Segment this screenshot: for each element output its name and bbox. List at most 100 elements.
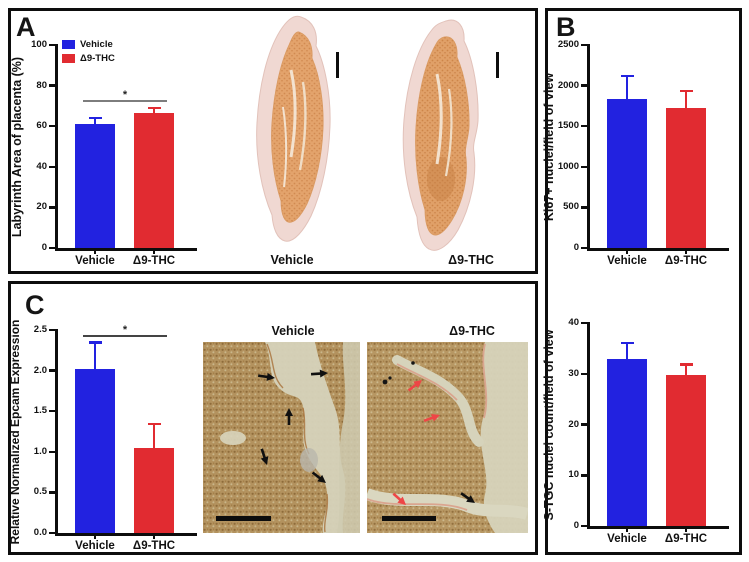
placenta-thc-label: Δ9-THC <box>448 253 494 267</box>
y-tick-mark <box>49 43 55 47</box>
ki67-nuclei-x-axis <box>587 247 729 251</box>
y-tick-label: 80 <box>36 79 47 91</box>
error-bar-cap <box>147 422 161 426</box>
scale-bar <box>382 516 436 521</box>
x-tick-mark <box>93 250 97 254</box>
y-tick-mark <box>49 491 55 494</box>
error-bar-cap <box>620 74 634 78</box>
legend-label: Vehicle <box>80 39 113 50</box>
error-bar-cap <box>88 116 102 120</box>
stgc-bar-chart: S-TGC nuclei count/field of view 0 10 20 30 4… <box>542 317 729 545</box>
x-category-label: Δ9-THC <box>664 533 708 545</box>
bar-Δ9-THC <box>134 447 174 533</box>
significance-star: * <box>122 323 128 336</box>
error-bar-cap <box>620 341 634 345</box>
error-bar <box>684 365 688 381</box>
y-tick-label: 10 <box>568 469 579 481</box>
y-tick-label: 0 <box>573 242 579 253</box>
bar-Δ9-THC <box>134 113 174 248</box>
y-tick-mark <box>581 524 587 528</box>
legend-item: Δ9-THC <box>62 53 115 64</box>
x-category-label: Δ9-THC <box>132 255 176 267</box>
error-bar-cap <box>88 341 102 344</box>
error-bar-cap <box>679 363 693 366</box>
legend-swatch <box>62 54 75 63</box>
y-tick-mark <box>581 43 587 47</box>
placenta-vehicle-label: Vehicle <box>270 253 314 267</box>
micrograph-vehicle <box>203 342 360 533</box>
y-tick-mark <box>581 372 587 375</box>
y-tick-label: 2500 <box>557 39 579 50</box>
annotation-arrow-red <box>392 492 406 505</box>
placenta-histology-thc <box>402 19 479 251</box>
epcam-expression-x-axis <box>55 532 197 536</box>
y-tick-mark <box>581 321 587 325</box>
y-tick-label: 1.0 <box>33 445 47 457</box>
y-tick-label: 100 <box>31 39 47 50</box>
bar-Vehicle <box>607 358 647 526</box>
significance-line <box>83 335 167 337</box>
y-tick-mark <box>581 206 587 209</box>
y-tick-label: 30 <box>568 367 579 379</box>
error-bar <box>684 92 688 114</box>
bar-Vehicle <box>75 124 115 248</box>
x-category-label: Vehicle <box>75 255 115 267</box>
bar-Vehicle <box>75 368 115 533</box>
x-tick-mark <box>684 250 688 254</box>
placenta-histology-vehicle <box>256 15 331 242</box>
micrograph-thc <box>367 342 528 533</box>
y-tick-mark <box>581 423 587 426</box>
annotation-arrow-black <box>260 448 269 465</box>
error-bar <box>625 344 629 365</box>
bar-Vehicle <box>607 98 647 248</box>
epcam-expression-y-axis <box>55 329 58 534</box>
epcam-expression-plot-area: Relative Normalized Epcam Expression 0.0 0… <box>8 319 197 552</box>
ki67-bar-chart: Ki67+ nuclei/field of view 0 500 1000 1500 20… <box>542 39 729 267</box>
bar-Δ9-THC <box>666 107 706 248</box>
y-tick-mark <box>49 84 55 87</box>
legend-item: Vehicle <box>62 39 115 50</box>
annotation-arrow-black <box>285 408 293 425</box>
bar-Δ9-THC <box>666 374 706 526</box>
y-tick-mark <box>49 206 55 209</box>
epcam-expression-y-axis-title: Relative Normalized Epcam Expression <box>8 319 22 544</box>
labyrinth-area-x-axis <box>55 247 197 251</box>
stgc-nuclei-plot-area: S-TGC nuclei count/field of view 0 10 20 30 4… <box>542 317 729 545</box>
annotation-arrow-black <box>460 492 475 503</box>
x-category-label: Δ9-THC <box>132 540 176 552</box>
y-tick-label: 0 <box>41 242 47 253</box>
significance-line <box>83 100 167 102</box>
micrograph-thc-title: Δ9-THC <box>449 324 495 338</box>
x-tick-mark <box>152 535 156 539</box>
legend-swatch <box>62 40 75 49</box>
y-tick-mark <box>49 165 55 169</box>
annotation-arrow-black <box>257 372 275 381</box>
labyrinth-area-plot-area: Labyrinth Area of placenta (%) 0 20 40 60 80 1… <box>10 39 197 267</box>
y-tick-label: 2.5 <box>33 324 47 335</box>
x-tick-mark <box>625 250 629 254</box>
y-tick-mark <box>49 531 55 535</box>
y-tick-label: 2000 <box>557 79 579 91</box>
epcam-bar-chart: Relative Normalized Epcam Expression 0.0 0… <box>8 319 197 552</box>
y-tick-mark <box>581 246 587 250</box>
y-tick-mark <box>49 246 55 250</box>
micrograph-vehicle-title: Vehicle <box>271 324 315 338</box>
ki67-nuclei-y-axis <box>587 44 590 249</box>
y-tick-label: 1.5 <box>33 405 47 417</box>
labyrinth-area-bar-chart: Labyrinth Area of placenta (%) 0 20 40 60 80 1… <box>10 39 197 267</box>
error-bar <box>93 343 97 375</box>
x-tick-mark <box>152 250 156 254</box>
legend-label: Δ9-THC <box>80 53 115 64</box>
y-tick-mark <box>49 369 55 372</box>
annotation-arrow-black <box>311 471 326 483</box>
y-tick-mark <box>49 124 55 128</box>
annotation-arrow-black <box>310 369 328 378</box>
x-category-label: Vehicle <box>607 255 647 267</box>
y-tick-label: 20 <box>568 418 579 430</box>
x-category-label: Vehicle <box>75 540 115 552</box>
panel-a-letter: A <box>16 12 36 42</box>
x-category-label: Δ9-THC <box>664 255 708 267</box>
x-tick-mark <box>625 528 629 532</box>
x-category-label: Vehicle <box>607 533 647 545</box>
